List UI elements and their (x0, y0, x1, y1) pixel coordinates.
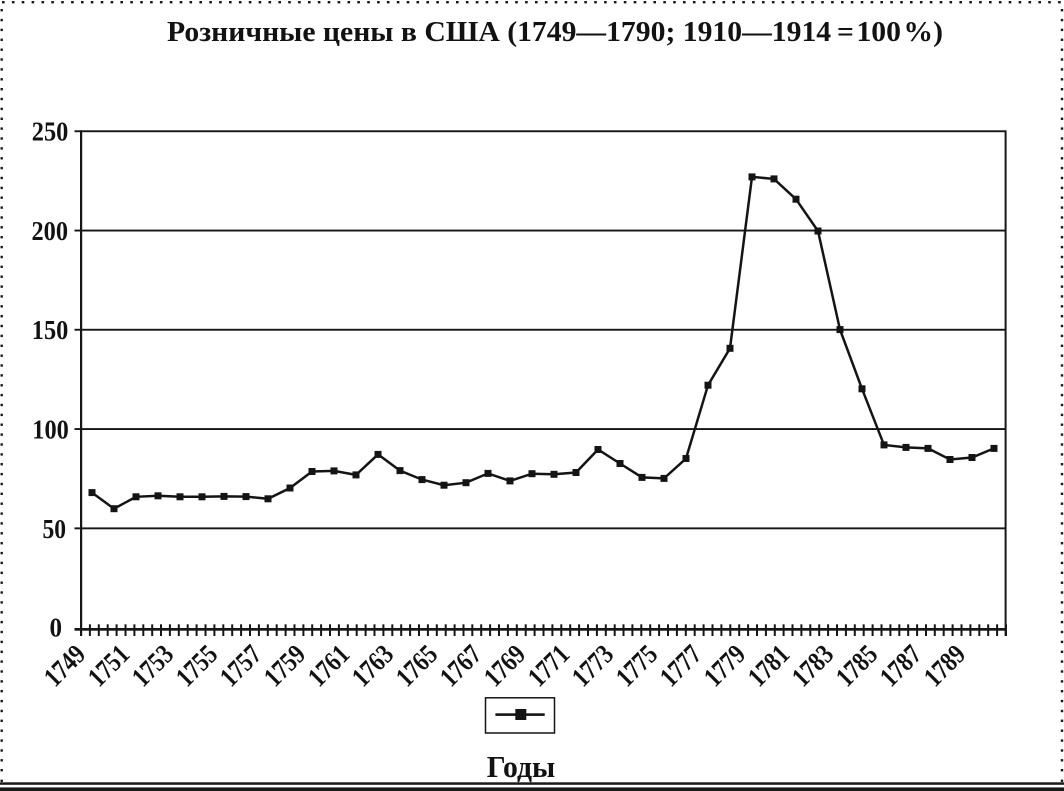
svg-text:250: 250 (32, 116, 69, 147)
svg-text:Розничные цены в США (1749—179: Розничные цены в США (1749—1790; 1910—19… (167, 16, 943, 48)
svg-text:0: 0 (50, 612, 63, 643)
svg-text:150: 150 (32, 314, 69, 345)
svg-text:Годы: Годы (487, 749, 556, 784)
svg-text:200: 200 (32, 215, 69, 246)
svg-text:50: 50 (43, 513, 67, 544)
svg-text:100: 100 (32, 413, 69, 444)
